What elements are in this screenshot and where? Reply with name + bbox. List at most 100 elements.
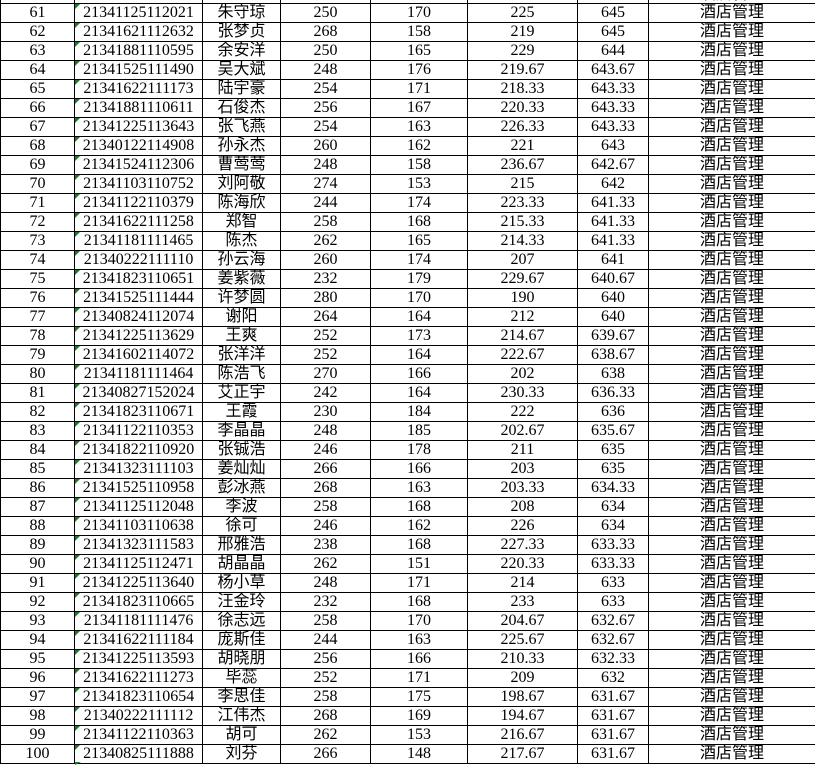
cell-score3[interactable]: 220.33 — [467, 554, 578, 574]
cell-total[interactable]: 631.67 — [577, 725, 649, 745]
cell-score1[interactable]: 270 — [280, 364, 371, 384]
cell-row-number[interactable]: 78 — [0, 326, 75, 346]
cell-row-number[interactable]: 82 — [0, 402, 75, 422]
cell-major[interactable]: 酒店管理 — [648, 174, 815, 194]
cell-major[interactable]: 酒店管理 — [648, 478, 815, 498]
cell-total[interactable]: 638.67 — [577, 345, 649, 365]
cell-total[interactable]: 644 — [577, 41, 649, 61]
cell-major[interactable]: 酒店管理 — [648, 611, 815, 631]
cell-score2[interactable]: 164 — [370, 307, 468, 327]
cell-name[interactable]: 郑智 — [202, 212, 281, 232]
cell-score1[interactable]: 246 — [280, 516, 371, 536]
cell-total[interactable]: 636.33 — [577, 383, 649, 403]
cell-major[interactable]: 酒店管理 — [648, 79, 815, 99]
cell-student-id[interactable]: 21341525111444 — [74, 288, 203, 308]
cell-major[interactable]: 酒店管理 — [648, 231, 815, 251]
cell-total[interactable]: 632.33 — [577, 649, 649, 669]
cell-major[interactable]: 酒店管理 — [648, 269, 815, 289]
cell-score3[interactable]: 233 — [467, 592, 578, 612]
cell-student-id[interactable]: 21341122110353 — [74, 421, 203, 441]
cell-student-id[interactable]: 21341225113629 — [74, 326, 203, 346]
cell-row-number[interactable]: 96 — [0, 668, 75, 688]
cell-student-id[interactable]: 21341323111583 — [74, 535, 203, 555]
cell-student-id[interactable]: 21341323111103 — [74, 459, 203, 479]
cell-major[interactable]: 酒店管理 — [648, 41, 815, 61]
cell-major[interactable]: 酒店管理 — [648, 3, 815, 23]
cell-score2[interactable]: 173 — [370, 326, 468, 346]
cell-score2[interactable]: 153 — [370, 174, 468, 194]
cell-name[interactable]: 石俊杰 — [202, 98, 281, 118]
cell-score1[interactable]: 242 — [280, 383, 371, 403]
cell-name[interactable]: 庞斯佳 — [202, 630, 281, 650]
cell-row-number[interactable]: 73 — [0, 231, 75, 251]
cell-score1[interactable]: 250 — [280, 41, 371, 61]
cell-name[interactable]: 邢雅浩 — [202, 535, 281, 555]
cell-major[interactable]: 酒店管理 — [648, 592, 815, 612]
cell-student-id[interactable]: 21340122114908 — [74, 136, 203, 156]
cell-row-number[interactable]: 93 — [0, 611, 75, 631]
cell-row-number[interactable]: 67 — [0, 117, 75, 137]
cell-score1[interactable]: 254 — [280, 117, 371, 137]
cell-major[interactable]: 酒店管理 — [648, 383, 815, 403]
cell-score1[interactable]: 260 — [280, 250, 371, 270]
cell-score1[interactable]: 260 — [280, 136, 371, 156]
cell-major[interactable]: 酒店管理 — [648, 421, 815, 441]
cell-score3[interactable]: 212 — [467, 307, 578, 327]
cell-score3[interactable]: 222 — [467, 402, 578, 422]
cell-score3[interactable]: 219.67 — [467, 60, 578, 80]
cell-student-id[interactable]: 21341622111258 — [74, 212, 203, 232]
cell-score3[interactable]: 211 — [467, 440, 578, 460]
cell-score2[interactable]: 174 — [370, 193, 468, 213]
cell-name[interactable]: 孙永杰 — [202, 136, 281, 156]
cell-total[interactable]: 634 — [577, 497, 649, 517]
cell-student-id[interactable]: 21341823110671 — [74, 402, 203, 422]
cell-score3[interactable]: 222.67 — [467, 345, 578, 365]
cell-major[interactable]: 酒店管理 — [648, 307, 815, 327]
cell-score2[interactable]: 163 — [370, 478, 468, 498]
cell-row-number[interactable]: 77 — [0, 307, 75, 327]
cell-score1[interactable]: 232 — [280, 592, 371, 612]
cell-score2[interactable]: 166 — [370, 649, 468, 669]
cell-name[interactable]: 李思佳 — [202, 687, 281, 707]
cell-name[interactable]: 张洋洋 — [202, 345, 281, 365]
cell-row-number[interactable]: 69 — [0, 155, 75, 175]
cell-score2[interactable]: 169 — [370, 706, 468, 726]
cell-row-number[interactable]: 71 — [0, 193, 75, 213]
cell-name[interactable]: 许梦圆 — [202, 288, 281, 308]
cell-score2[interactable]: 166 — [370, 459, 468, 479]
cell-name[interactable]: 江伟杰 — [202, 706, 281, 726]
cell-score2[interactable]: 184 — [370, 402, 468, 422]
cell-major[interactable]: 酒店管理 — [648, 250, 815, 270]
cell-score2[interactable]: 170 — [370, 3, 468, 23]
cell-score3[interactable]: 194.67 — [467, 706, 578, 726]
cell-score1[interactable]: 264 — [280, 307, 371, 327]
cell-score1[interactable]: 232 — [280, 269, 371, 289]
cell-score1[interactable]: 258 — [280, 687, 371, 707]
cell-score2[interactable]: 168 — [370, 535, 468, 555]
cell-name[interactable]: 朱守琼 — [202, 3, 281, 23]
cell-score2[interactable]: 164 — [370, 383, 468, 403]
cell-score3[interactable]: 230.33 — [467, 383, 578, 403]
cell-total[interactable]: 632.67 — [577, 611, 649, 631]
cell-score1[interactable]: 244 — [280, 630, 371, 650]
cell-name[interactable]: 陈杰 — [202, 231, 281, 251]
cell-student-id[interactable]: 21341622111273 — [74, 668, 203, 688]
cell-name[interactable]: 李波 — [202, 497, 281, 517]
cell-student-id[interactable]: 21341181111476 — [74, 611, 203, 631]
cell-total[interactable]: 645 — [577, 22, 649, 42]
cell-total[interactable]: 642 — [577, 174, 649, 194]
cell-row-number[interactable]: 86 — [0, 478, 75, 498]
cell-total[interactable]: 635.67 — [577, 421, 649, 441]
cell-name[interactable]: 彭冰燕 — [202, 478, 281, 498]
cell-score2[interactable]: 168 — [370, 212, 468, 232]
cell-name[interactable]: 王爽 — [202, 326, 281, 346]
cell-row-number[interactable]: 87 — [0, 497, 75, 517]
cell-major[interactable]: 酒店管理 — [648, 117, 815, 137]
cell-score3[interactable]: 203.33 — [467, 478, 578, 498]
cell-row-number[interactable]: 76 — [0, 288, 75, 308]
cell-score3[interactable]: 202.67 — [467, 421, 578, 441]
cell-major[interactable]: 酒店管理 — [648, 326, 815, 346]
cell-row-number[interactable]: 70 — [0, 174, 75, 194]
cell-row-number[interactable]: 62 — [0, 22, 75, 42]
cell-score3[interactable]: 226.33 — [467, 117, 578, 137]
